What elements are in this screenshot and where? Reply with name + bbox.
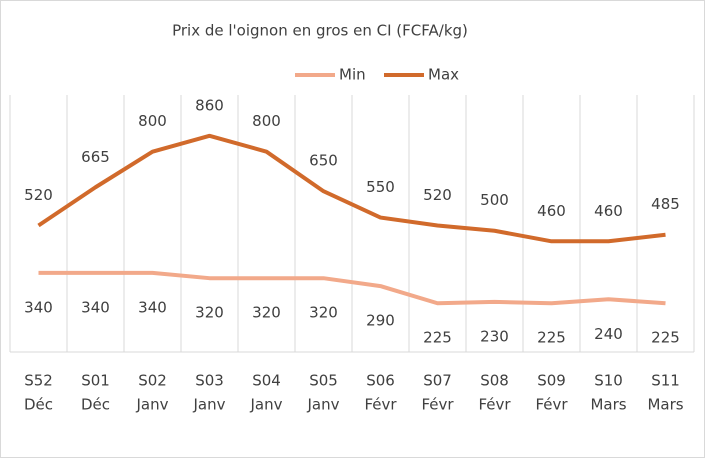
data-label: 550: [366, 178, 395, 196]
x-tick-label: S11: [651, 372, 680, 390]
x-tick-label: S09: [537, 372, 566, 390]
x-tick-label: Déc: [24, 396, 53, 414]
data-label: 225: [423, 329, 452, 347]
data-label: 225: [537, 329, 566, 347]
data-label: 800: [252, 112, 281, 130]
data-label: 500: [480, 191, 509, 209]
x-tick-label: Févr: [478, 396, 511, 414]
data-label: 520: [24, 186, 53, 204]
data-label: 320: [195, 304, 224, 322]
data-label: 320: [252, 304, 281, 322]
x-tick-label: Févr: [535, 396, 568, 414]
data-label: 320: [309, 304, 338, 322]
x-tick-label: S10: [594, 372, 623, 390]
x-tick-label: S08: [480, 372, 509, 390]
data-label: 340: [138, 298, 167, 316]
legend-label: Max: [428, 66, 459, 84]
x-tick-label: S01: [81, 372, 110, 390]
x-tick-label: S07: [423, 372, 452, 390]
x-tick-label: S03: [195, 372, 224, 390]
series-line: [38, 270, 666, 306]
legend-label: Min: [339, 66, 366, 84]
x-tick-label: S02: [138, 372, 167, 390]
x-tick-label: Mars: [590, 396, 626, 414]
x-tick-label: Janv: [250, 396, 283, 414]
series-line: [37, 133, 666, 244]
data-label: 230: [480, 327, 509, 345]
x-tick-label: Janv: [193, 396, 226, 414]
data-label: 650: [309, 152, 338, 170]
x-tick-label: S52: [24, 372, 53, 390]
data-label: 225: [651, 329, 680, 347]
data-label: 665: [81, 148, 110, 166]
x-tick-label: Févr: [364, 396, 397, 414]
x-tick-label: Janv: [136, 396, 169, 414]
data-label: 460: [594, 202, 623, 220]
data-label: 240: [594, 325, 623, 343]
x-tick-label: Déc: [81, 396, 110, 414]
data-label: 460: [537, 202, 566, 220]
x-tick-label: S04: [252, 372, 281, 390]
data-label: 860: [195, 96, 224, 114]
data-label: 340: [81, 298, 110, 316]
x-tick-label: S06: [366, 372, 395, 390]
data-label: 800: [138, 112, 167, 130]
x-tick-label: S05: [309, 372, 338, 390]
data-label: 485: [651, 195, 680, 213]
data-label: 290: [366, 312, 395, 330]
data-label: 520: [423, 186, 452, 204]
data-label: 340: [24, 298, 53, 316]
x-tick-label: Janv: [307, 396, 340, 414]
x-tick-label: Mars: [647, 396, 683, 414]
chart-title: Prix de l'oignon en gros en CI (FCFA/kg): [172, 22, 468, 40]
x-tick-label: Févr: [421, 396, 454, 414]
